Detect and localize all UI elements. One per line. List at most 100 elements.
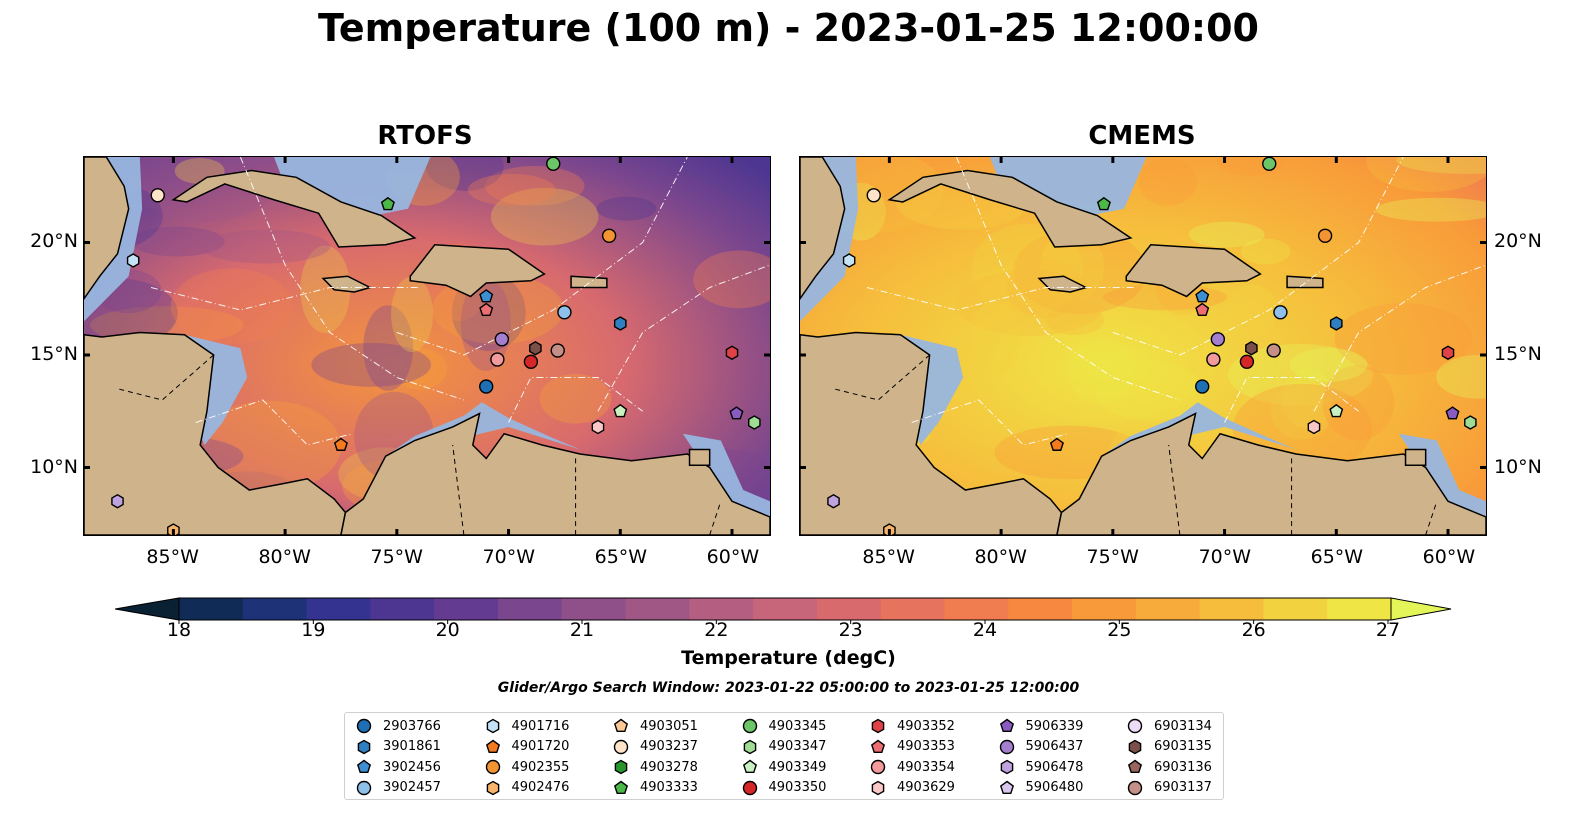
legend-label: 4902355 bbox=[511, 759, 570, 775]
cmems-float-4901716 bbox=[842, 253, 856, 268]
legend-item-4903333: 4903333 bbox=[612, 778, 698, 798]
circle-marker-icon bbox=[742, 718, 757, 734]
legend-item-4903350: 4903350 bbox=[741, 778, 827, 798]
y-tick-left-2: 10°N bbox=[30, 456, 78, 479]
cmems-float-4902355 bbox=[1317, 228, 1333, 243]
colorbar-bin bbox=[625, 598, 690, 620]
pentagon-marker-icon bbox=[742, 759, 757, 773]
colorbar-bin bbox=[689, 598, 754, 620]
cmems-float-4903333 bbox=[1096, 196, 1111, 211]
rtofs-float-3901861 bbox=[613, 316, 627, 331]
legend-item-5906478: 5906478 bbox=[998, 757, 1084, 777]
rtofs-float-6903135 bbox=[529, 341, 542, 356]
pentagon-marker-icon bbox=[999, 780, 1014, 794]
legend-item-2903766: 2903766 bbox=[355, 716, 441, 736]
colorbar-tick-18: 18 bbox=[166, 619, 192, 641]
colorbar bbox=[115, 597, 1452, 624]
colorbar-bin bbox=[1135, 598, 1201, 620]
colorbar-tick-21: 21 bbox=[569, 619, 595, 641]
hexagon-marker-icon bbox=[871, 718, 885, 734]
cmems-float-4903237 bbox=[866, 188, 881, 203]
legend-label: 4903237 bbox=[640, 739, 698, 754]
search-window-text: Glider/Argo Search Window: 2023-01-22 05… bbox=[497, 680, 1080, 696]
colorbar-bin bbox=[497, 598, 563, 620]
legend-label: 4903352 bbox=[897, 718, 955, 734]
rtofs-land-trinidad bbox=[688, 448, 711, 467]
legend-item-4902355: 4902355 bbox=[484, 757, 570, 777]
colorbar-bin bbox=[306, 598, 371, 620]
legend-label: 4903350 bbox=[768, 780, 827, 795]
x-tick-left-3: 70°W bbox=[482, 546, 536, 568]
colorbar-tick-19: 19 bbox=[301, 619, 326, 641]
colorbar-tick-22: 22 bbox=[704, 619, 729, 641]
y-tick-right-2: 10°N bbox=[1494, 456, 1542, 479]
circle-marker-icon bbox=[870, 759, 886, 775]
legend-item-3902457: 3902457 bbox=[355, 778, 441, 798]
legend-item-4903353: 4903353 bbox=[869, 737, 955, 757]
cmems-land-hispaniola bbox=[1125, 243, 1262, 298]
hexagon-marker-icon bbox=[871, 780, 885, 795]
y-tick-left-1: 15°N bbox=[30, 343, 78, 366]
cmems-float-5906478 bbox=[827, 494, 840, 509]
x-tick-right-2: 75°W bbox=[1086, 546, 1139, 568]
circle-marker-icon bbox=[1127, 780, 1143, 795]
rtofs-land-cuba bbox=[171, 169, 417, 248]
rtofs-float-5906437 bbox=[494, 332, 510, 347]
legend-label: 4903278 bbox=[640, 759, 698, 775]
rtofs-float-4903237 bbox=[150, 188, 165, 203]
x-tick-left-1: 80°W bbox=[258, 546, 311, 568]
circle-marker-icon bbox=[356, 780, 372, 795]
rtofs-float-4903347 bbox=[748, 415, 761, 430]
circle-marker-icon bbox=[742, 780, 757, 795]
legend-item-4903345: 4903345 bbox=[741, 716, 827, 736]
x-tick-right-5: 60°W bbox=[1422, 546, 1476, 568]
colorbar-tick-24: 24 bbox=[972, 619, 998, 641]
legend-label: 4903345 bbox=[768, 718, 827, 734]
legend-label: 5906437 bbox=[1025, 739, 1084, 754]
cmems-land-cuba bbox=[887, 169, 1133, 248]
legend-item-4901716: 4901716 bbox=[484, 716, 570, 736]
x-tick-left-0: 85°W bbox=[146, 546, 199, 568]
colorbar-bin bbox=[1199, 598, 1264, 620]
legend-item-6903135: 6903135 bbox=[1126, 737, 1212, 757]
colorbar-bin bbox=[1072, 598, 1137, 620]
x-tick-right-4: 65°W bbox=[1310, 546, 1364, 568]
cmems-float-4903347 bbox=[1464, 415, 1477, 430]
cmems-float-6903135 bbox=[1245, 341, 1258, 356]
cmems-land-puertoRico bbox=[1286, 275, 1324, 289]
legend-label: 3901861 bbox=[383, 739, 441, 754]
circle-marker-icon bbox=[1127, 718, 1143, 734]
rtofs-land-puertoRico bbox=[570, 275, 608, 289]
legend-item-6903136: 6903136 bbox=[1126, 757, 1212, 777]
colorbar-tick-26: 26 bbox=[1241, 619, 1266, 641]
y-tick-left-0: 20°N bbox=[30, 229, 78, 252]
legend-label: 4903353 bbox=[897, 739, 955, 754]
rtofs-float-4901720 bbox=[333, 437, 348, 451]
cmems-float-4901720 bbox=[1049, 437, 1064, 451]
legend-label: 5906480 bbox=[1025, 780, 1084, 795]
legend-label: 6903136 bbox=[1154, 759, 1212, 775]
colorbar-bin bbox=[370, 598, 435, 620]
hexagon-marker-icon bbox=[357, 739, 371, 754]
legend-label: 4903354 bbox=[897, 759, 955, 775]
pentagon-marker-icon bbox=[613, 718, 629, 732]
legend-label: 4901720 bbox=[511, 739, 570, 754]
pentagon-marker-icon bbox=[1127, 759, 1143, 773]
hexagon-marker-icon bbox=[1000, 759, 1013, 775]
pentagon-marker-icon bbox=[613, 780, 629, 794]
legend-label: 5906478 bbox=[1025, 759, 1084, 775]
circle-marker-icon bbox=[613, 739, 629, 754]
legend-label: 6903134 bbox=[1154, 718, 1212, 734]
legend-label: 4901716 bbox=[511, 718, 570, 734]
rtofs-float-3902457 bbox=[557, 305, 572, 320]
x-tick-left-2: 75°W bbox=[370, 546, 423, 568]
rtofs-float-5906339 bbox=[729, 406, 744, 420]
pentagon-marker-icon bbox=[870, 739, 886, 753]
rtofs-map bbox=[83, 156, 771, 536]
colorbar-bin bbox=[434, 598, 499, 620]
rtofs-land-hispaniola bbox=[409, 243, 546, 298]
cmems-float-5906339 bbox=[1445, 406, 1460, 420]
rtofs-float-4902355 bbox=[601, 228, 617, 243]
legend-label: 3902456 bbox=[383, 759, 441, 775]
rtofs-float-4903354 bbox=[490, 352, 505, 367]
